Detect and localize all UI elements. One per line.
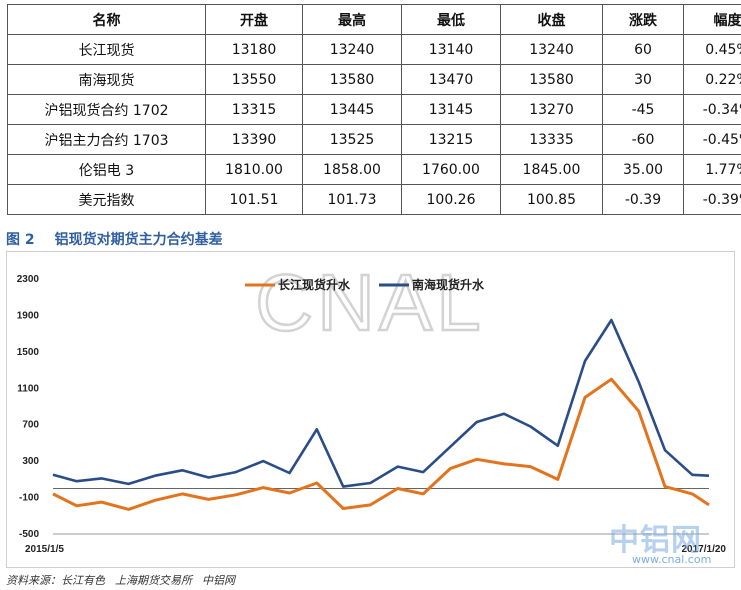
row-name-cell: 美元指数 xyxy=(7,184,206,215)
table-cell: 13580 xyxy=(302,64,402,95)
column-header: 涨跌 xyxy=(602,4,684,35)
table-cell: 1845.00 xyxy=(500,154,603,185)
table-cell: -0.45% xyxy=(683,124,741,155)
column-header: 开盘 xyxy=(205,4,303,35)
table-cell: 13550 xyxy=(205,64,303,95)
brand-url: www.cnal.com xyxy=(632,553,712,566)
legend-label: 长江现货升水 xyxy=(278,277,351,292)
source-item: 上海期货交易所 xyxy=(115,574,192,587)
price-table: 名称 开盘 最高 最低 收盘 涨跌 幅度 长江现货 13180 13240 13140 13240 6… xyxy=(7,4,741,215)
row-name-cell: 伦铝电 3 xyxy=(7,154,206,185)
x-tick-label: 2017/1/20 xyxy=(682,544,727,555)
cnal-watermark: CNAL xyxy=(255,258,484,347)
table-cell: 13240 xyxy=(302,34,402,65)
figure-caption: 图 2 铝现货对期货主力合约基差 xyxy=(6,229,223,249)
table-cell: 13180 xyxy=(205,34,303,65)
table-cell: -45 xyxy=(602,94,684,125)
table-cell: 13240 xyxy=(500,34,603,65)
y-tick-label: 1500 xyxy=(17,347,40,358)
basis-line-chart: CNAL -500 -100 300 700 1100 1500 1900 2300 2015/1… xyxy=(17,257,727,555)
column-header: 最低 xyxy=(401,4,501,35)
source-item: 中铝网 xyxy=(202,574,235,587)
table-cell: 101.73 xyxy=(302,184,402,215)
table-cell: 13145 xyxy=(401,94,501,125)
chart-frame: CNAL -500 -100 300 700 1100 1500 1900 2300 2015/1… xyxy=(6,251,735,568)
table-cell: 100.85 xyxy=(500,184,603,215)
table-cell: 1760.00 xyxy=(401,154,501,185)
table-cell: 30 xyxy=(602,64,684,95)
table-cell: 0.45% xyxy=(683,34,741,65)
table-cell: 13445 xyxy=(302,94,402,125)
table-cell: 1810.00 xyxy=(205,154,303,185)
column-header: 收盘 xyxy=(500,4,603,35)
table-cell: 13140 xyxy=(401,34,501,65)
source-note: 资料来源：长江有色 上海期货交易所 中铝网 xyxy=(6,572,245,588)
table-cell: 100.26 xyxy=(401,184,501,215)
table-cell: 101.51 xyxy=(205,184,303,215)
table-row: 伦铝电 3 1810.00 1858.00 1760.00 1845.00 35.00 1.… xyxy=(7,154,741,185)
row-name-cell: 沪铝现货合约 1702 xyxy=(7,94,206,125)
y-tick-label: 2300 xyxy=(17,274,40,285)
table-cell: 13390 xyxy=(205,124,303,155)
table-cell: 13525 xyxy=(302,124,402,155)
x-tick-label: 2015/1/5 xyxy=(25,544,64,555)
table-body: 长江现货13180132401314013240600.45%南海现货13550… xyxy=(7,34,741,215)
y-tick-label: 1900 xyxy=(17,310,40,321)
y-tick-label: 700 xyxy=(22,420,39,431)
figure-title: 铝现货对期货主力合约基差 xyxy=(54,232,223,248)
row-name-cell: 南海现货 xyxy=(7,64,206,95)
legend-label: 南海现货升水 xyxy=(412,277,485,292)
table-cell: 1.77% xyxy=(683,154,741,185)
table-cell: 0.22% xyxy=(683,64,741,95)
table-cell: 13215 xyxy=(401,124,501,155)
y-tick-label: 300 xyxy=(22,456,39,467)
column-header: 幅度 xyxy=(683,4,741,35)
column-header: 最高 xyxy=(302,4,402,35)
table-cell: 13470 xyxy=(401,64,501,95)
table-cell: 1858.00 xyxy=(302,154,402,185)
y-tick-label: -500 xyxy=(19,529,39,540)
table-cell: -0.39 xyxy=(602,184,684,215)
y-tick-label: -100 xyxy=(19,493,39,504)
table-cell: 13315 xyxy=(205,94,303,125)
column-header: 名称 xyxy=(7,4,206,35)
table-cell: -0.39% xyxy=(683,184,741,215)
table-cell: 13335 xyxy=(500,124,603,155)
figure-number: 图 2 xyxy=(6,232,35,248)
brand-logo: 中铝网 xyxy=(609,523,702,558)
series-line xyxy=(52,318,710,488)
table-header-row: 名称 开盘 最高 最低 收盘 涨跌 幅度 xyxy=(7,4,741,35)
table-cell: -60 xyxy=(602,124,684,155)
table-cell: -0.34% xyxy=(683,94,741,125)
table-cell: 13270 xyxy=(500,94,603,125)
table-cell: 35.00 xyxy=(602,154,684,185)
series-line xyxy=(52,377,710,511)
row-name-cell: 长江现货 xyxy=(7,34,206,65)
row-name-cell: 沪铝主力合约 1703 xyxy=(7,124,206,155)
y-tick-label: 1100 xyxy=(17,383,39,394)
table-cell: 60 xyxy=(602,34,684,65)
table-cell: 13580 xyxy=(500,64,603,95)
source-item: 资料来源：长江有色 xyxy=(6,574,105,587)
